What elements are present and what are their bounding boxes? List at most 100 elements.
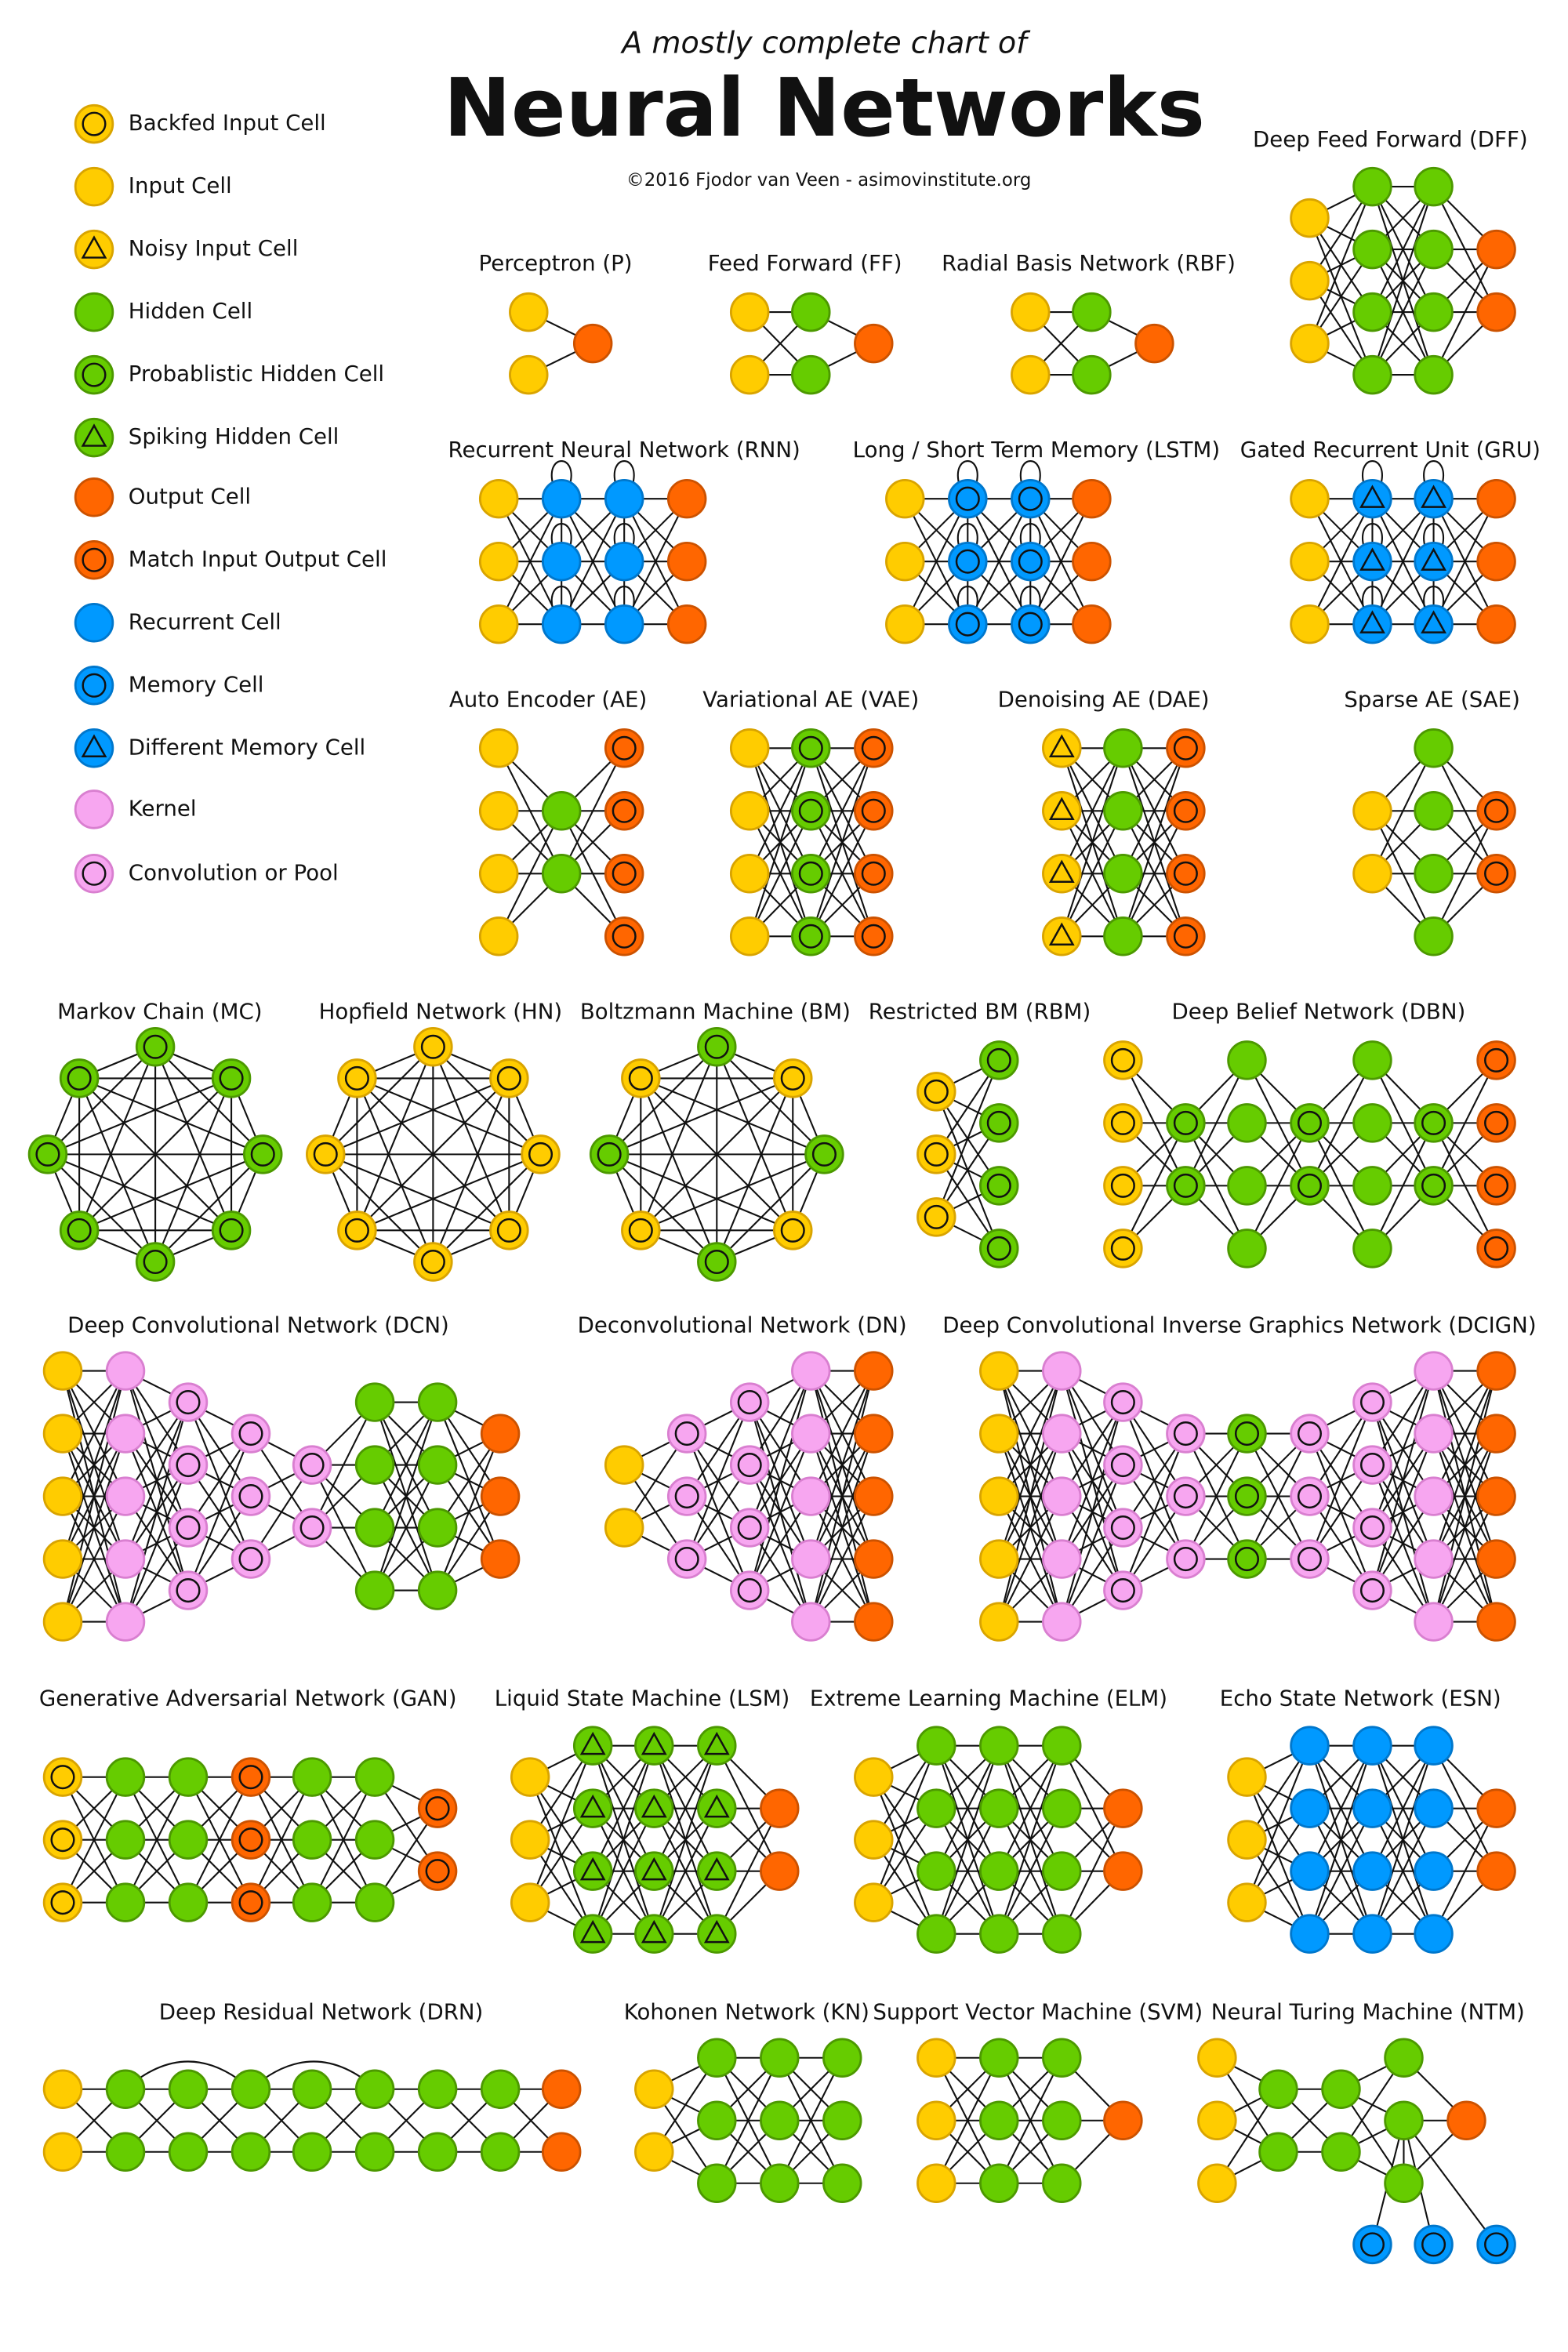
connection [592,1745,655,1934]
cell [1011,354,1051,395]
cell [1227,1539,1267,1579]
cell [1290,1851,1330,1891]
intro: A mostly complete chart of [619,26,1031,60]
cell [489,1058,529,1098]
connection [1308,498,1374,625]
cell [354,2132,395,2172]
cell [1476,854,1516,894]
cell [1258,2132,1298,2172]
cell [1290,1103,1330,1143]
cell [230,2132,271,2172]
connection [1308,186,1374,344]
connection [810,1433,875,1622]
cell [292,1445,332,1485]
cell [729,791,770,831]
cell [42,1476,83,1516]
cell-mark [1484,1236,1509,1261]
cell [230,1882,271,1922]
cell [979,1476,1019,1516]
cell-mark [82,861,107,886]
cell [1384,2038,1424,2078]
connection [653,1745,718,1934]
cell [604,791,644,831]
cell [1352,1788,1392,1828]
cell-mark [238,1484,263,1509]
connection [1308,1808,1374,1935]
cell-mark [176,1390,201,1415]
cell-mark [780,1065,805,1091]
cell [1321,2132,1361,2172]
cell [480,1414,521,1454]
cell [1042,1476,1082,1516]
cell [1476,1788,1516,1828]
cell-mark [674,1547,699,1572]
cell [854,1476,894,1516]
cell-mark [219,1218,244,1243]
connection [498,810,563,937]
cell [105,1820,146,1860]
cell-mark [1421,485,1446,508]
cell-mark [238,1765,263,1790]
cell-mark [1110,1515,1135,1541]
cell [1476,1476,1516,1516]
cell-mark [703,1794,730,1818]
cell [1352,229,1392,270]
connection [1432,1433,1497,1622]
network-name: Sparse AE (SAE) [1344,686,1520,712]
cell [979,1040,1019,1080]
cell [791,728,831,768]
cell-mark [612,924,637,949]
cell [1103,1040,1143,1080]
credit: ©2016 Fjodor van Veen - asimovinstitute.… [626,170,1031,191]
cell [1227,1757,1267,1797]
cell [1227,1103,1267,1143]
connection [78,1046,157,1231]
cell [1227,1414,1267,1454]
cell [1042,1788,1082,1828]
connection [187,1777,252,1904]
connection [1432,1496,1497,1623]
cell [168,2132,209,2172]
cell [1414,1414,1454,1454]
connection [935,1745,1000,1872]
cell [74,229,114,270]
cell-mark [1359,1390,1385,1415]
cell [916,1072,956,1112]
cell-mark [628,1218,653,1243]
cell [354,2069,395,2109]
cell [1042,1726,1082,1766]
cell [1476,2224,1516,2265]
cell [105,1539,146,1579]
cell-mark [737,1390,762,1415]
cell [105,1602,146,1642]
cell [509,354,549,395]
connection [608,1077,793,1156]
cell [760,1851,800,1891]
connection [125,1777,189,1904]
cell [572,323,613,364]
connection [78,1153,263,1232]
cell [105,1882,146,1922]
legend-label: Convolution or Pool [129,859,339,885]
cell [1321,2069,1361,2109]
cell [1042,916,1082,956]
cell [572,1914,613,1954]
cell [413,1027,453,1067]
cell [417,2069,458,2109]
cell [1414,354,1454,395]
cell-mark [924,1204,949,1229]
cell [916,2038,956,2078]
cell-mark [81,235,107,259]
connection [998,1370,1063,1559]
cell [168,1757,209,1797]
cell [760,2100,800,2140]
network-name: Boltzmann Machine (BM) [580,998,851,1024]
network-name: Deconvolutional Network (DN) [578,1312,907,1338]
cell-mark [674,1421,699,1446]
cell-mark [344,1218,369,1243]
connection [1371,1745,1435,1934]
cell-mark [861,798,886,823]
cell [1352,1851,1392,1891]
cell [74,854,114,894]
cell [979,1539,1019,1579]
